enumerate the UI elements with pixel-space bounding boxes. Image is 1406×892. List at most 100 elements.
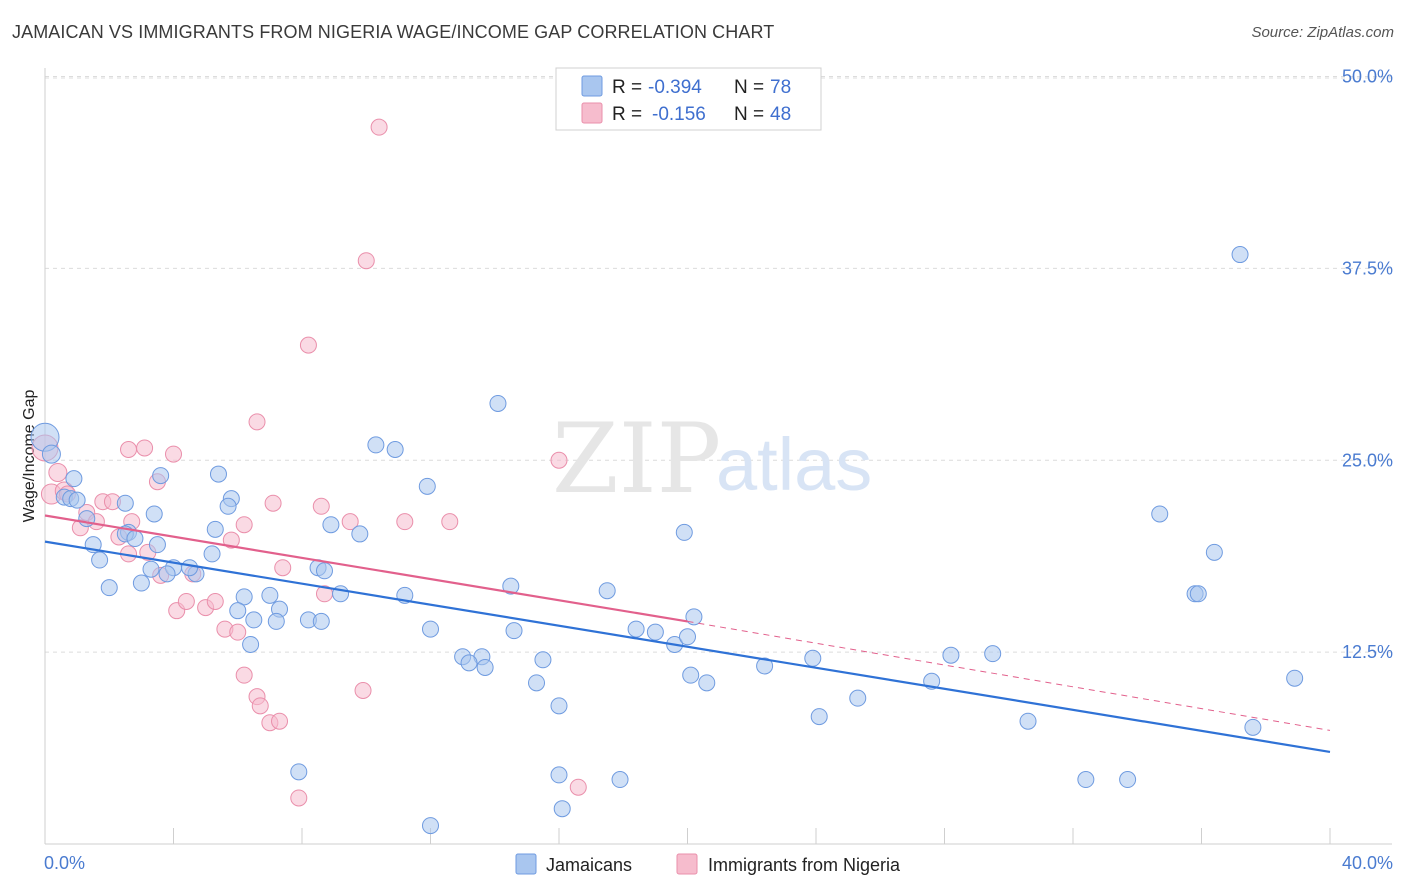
- jamaican-point: [422, 817, 439, 835]
- x-tick-label-max: 40.0%: [1342, 853, 1393, 873]
- jamaican-point: [849, 689, 867, 707]
- jamaican-point: [148, 536, 166, 554]
- nigeria-point: [248, 413, 266, 431]
- jamaican-point: [598, 582, 616, 600]
- jamaican-point: [235, 588, 253, 606]
- nigeria-point: [396, 513, 414, 531]
- jamaican-point: [685, 608, 703, 626]
- nigeria-trend-line-extension: [687, 620, 1331, 731]
- grid-lines: [45, 76, 1392, 653]
- watermark-zip: ZIP: [552, 403, 721, 515]
- nigeria-point: [120, 441, 138, 459]
- legend-r-label-1: R =: [612, 77, 642, 98]
- jamaican-point: [1019, 712, 1037, 730]
- jamaican-point: [315, 562, 333, 580]
- jamaican-point: [367, 436, 385, 454]
- x-tick-label-min: 0.0%: [44, 853, 85, 873]
- nigeria-point: [177, 592, 195, 610]
- jamaican-point: [804, 649, 822, 667]
- watermark-atlas: atlas: [716, 423, 872, 506]
- jamaican-point: [158, 565, 176, 583]
- jamaican-point: [267, 612, 285, 630]
- jamaican-point: [203, 545, 221, 563]
- jamaican-point: [41, 444, 61, 464]
- tick-labels: 12.5% 25.0% 37.5% 50.0% 0.0% 40.0%: [44, 67, 1393, 874]
- jamaican-point: [206, 520, 224, 538]
- nigeria-point: [235, 666, 253, 684]
- jamaican-point: [152, 467, 170, 485]
- nigeria-point: [264, 494, 282, 512]
- jamaican-point: [810, 708, 828, 726]
- nigeria-point: [165, 445, 182, 463]
- jamaican-point: [627, 620, 645, 638]
- jamaican-point: [1151, 505, 1169, 523]
- y-axis-label: Wage/Income Gap: [21, 390, 38, 523]
- nigeria-trend-line: [44, 514, 688, 623]
- y-tick-label: 12.5%: [1342, 642, 1393, 662]
- jamaican-point: [550, 697, 568, 715]
- jamaican-point: [65, 470, 83, 488]
- bottom-legend-swatch-pink: [676, 853, 698, 875]
- nigeria-point: [357, 252, 375, 270]
- jamaican-point: [646, 623, 664, 641]
- jamaican-point: [68, 491, 86, 509]
- source-label: Source: ZipAtlas.com: [1251, 24, 1394, 41]
- jamaican-point: [142, 560, 160, 578]
- jamaican-point: [528, 674, 546, 692]
- jamaican-point: [489, 394, 507, 412]
- nigeria-point: [251, 697, 269, 715]
- watermark: ZIP atlas: [552, 403, 872, 515]
- jamaican-point: [351, 525, 369, 543]
- jamaican-point: [418, 477, 436, 495]
- jamaican-point: [386, 441, 404, 459]
- jamaican-point: [502, 577, 520, 595]
- jamaican-point: [219, 497, 237, 515]
- jamaican-point: [505, 622, 523, 640]
- jamaican-point: [322, 516, 340, 534]
- legend-swatch-pink: [581, 102, 603, 124]
- jamaican-point: [290, 763, 308, 781]
- nigeria-point: [290, 789, 308, 807]
- legend-jamaicans: Jamaicans: [546, 855, 632, 875]
- jamaican-point: [698, 674, 716, 692]
- nigeria-point: [354, 682, 372, 699]
- nigeria-point: [48, 463, 68, 483]
- jamaican-point: [1231, 246, 1249, 264]
- jamaican-point: [245, 611, 263, 629]
- jamaican-point: [145, 505, 163, 523]
- legend-n-label-1: N =: [734, 77, 764, 98]
- series-jamaicans: [30, 246, 1304, 835]
- jamaican-point: [756, 657, 774, 675]
- nigeria-point: [136, 439, 154, 457]
- jamaican-point: [1189, 585, 1207, 603]
- nigeria-point: [312, 497, 330, 515]
- jamaicans-trend-line: [44, 540, 1331, 753]
- jamaican-point: [679, 628, 696, 646]
- y-tick-label: 25.0%: [1342, 450, 1393, 470]
- legend-r-label-2: R =: [612, 104, 642, 125]
- jamaican-point: [229, 602, 247, 620]
- series-immigrants-from-nigeria: [31, 118, 587, 807]
- y-tick-label: 37.5%: [1342, 258, 1393, 278]
- nigeria-point: [274, 559, 292, 577]
- jamaican-point: [1244, 718, 1262, 736]
- nigeria-point: [229, 623, 247, 641]
- legend-r-value-1: -0.394: [648, 77, 702, 98]
- jamaican-point: [984, 645, 1002, 663]
- legend-swatch-blue: [581, 75, 603, 97]
- jamaican-point: [460, 654, 478, 672]
- chart-title: JAMAICAN VS IMMIGRANTS FROM NIGERIA WAGE…: [12, 22, 775, 42]
- jamaican-point: [181, 559, 199, 577]
- bottom-legend-swatch-blue: [515, 853, 537, 875]
- nigeria-point: [370, 118, 388, 136]
- jamaican-point: [242, 635, 260, 653]
- jamaican-point: [312, 612, 330, 630]
- jamaican-point: [682, 666, 700, 684]
- legend-r-value-2: -0.156: [652, 104, 706, 125]
- stats-legend: R = -0.394 N = 78 R = -0.156 N = 48: [555, 67, 822, 131]
- jamaican-point: [1286, 669, 1304, 687]
- jamaican-point: [476, 658, 494, 676]
- jamaican-point: [261, 586, 279, 604]
- jamaican-point: [126, 530, 144, 548]
